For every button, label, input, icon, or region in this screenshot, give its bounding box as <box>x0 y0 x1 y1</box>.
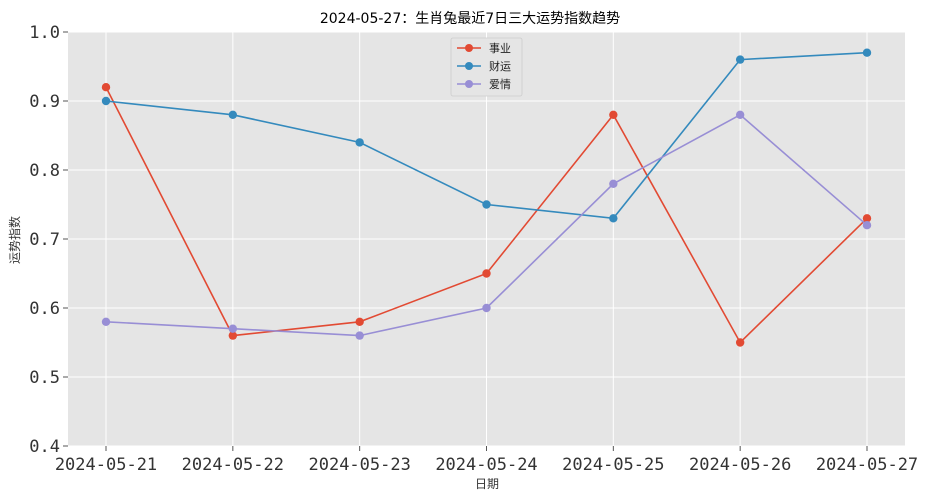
data-point <box>228 331 238 340</box>
y-tick-label: 0.5 <box>29 368 60 388</box>
x-tick-label: 2024-05-24 <box>435 455 537 475</box>
data-point <box>355 138 364 147</box>
data-point <box>609 110 618 120</box>
data-point <box>101 317 111 326</box>
x-axis-ticks: 2024-05-21 2024-05-22 2024-05-23 2024-05-24… <box>55 446 918 475</box>
series-2 <box>101 48 872 223</box>
data-point <box>609 214 618 223</box>
data-point <box>862 48 872 57</box>
data-point <box>228 324 238 333</box>
data-point <box>735 338 745 347</box>
y-tick-label: 0.9 <box>29 92 60 112</box>
chart-title: 2024-05-27：生肖兔最近7日三大运势指数趋势 <box>320 11 620 27</box>
x-tick-label: 2024-05-21 <box>55 455 157 475</box>
data-point <box>482 200 491 209</box>
grid-lines <box>68 31 905 447</box>
series-1 <box>101 83 872 347</box>
y-axis-ticks: 0.4 0.5 0.6 0.7 0.8 0.9 1.0 <box>29 23 68 457</box>
x-tick-label: 2024-05-26 <box>689 455 791 475</box>
x-tick-label: 2024-05-23 <box>308 455 410 475</box>
x-tick-label: 2024-05-25 <box>562 455 664 475</box>
data-point <box>355 331 364 340</box>
y-tick-label: 0.7 <box>29 230 60 250</box>
data-point <box>735 110 745 120</box>
x-tick-label: 2024-05-27 <box>816 455 918 475</box>
x-tick-label: 2024-05-22 <box>182 455 284 475</box>
legend-marker <box>465 44 473 52</box>
data-point <box>355 317 364 326</box>
y-tick-label: 0.8 <box>29 161 60 181</box>
legend-label: 事业 <box>489 42 511 55</box>
y-tick-label: 0.4 <box>29 437 60 457</box>
data-point <box>482 269 491 278</box>
data-point <box>482 303 491 313</box>
series-3 <box>101 110 872 340</box>
series-group <box>101 48 872 347</box>
data-point <box>101 96 111 106</box>
data-point <box>735 55 745 64</box>
legend-marker <box>465 62 473 70</box>
data-point <box>609 179 618 188</box>
y-tick-label: 0.6 <box>29 299 60 319</box>
legend-label: 爱情 <box>489 78 511 91</box>
legend-marker <box>465 80 473 88</box>
data-point <box>862 221 872 230</box>
data-point <box>101 83 111 92</box>
y-tick-label: 1.0 <box>29 23 60 43</box>
legend-box <box>450 37 523 97</box>
legend-label: 财运 <box>489 59 511 73</box>
data-point <box>228 110 238 120</box>
data-point <box>862 214 872 223</box>
y-axis-label: 运势指数 <box>7 216 22 264</box>
x-axis-label: 日期 <box>475 477 499 491</box>
